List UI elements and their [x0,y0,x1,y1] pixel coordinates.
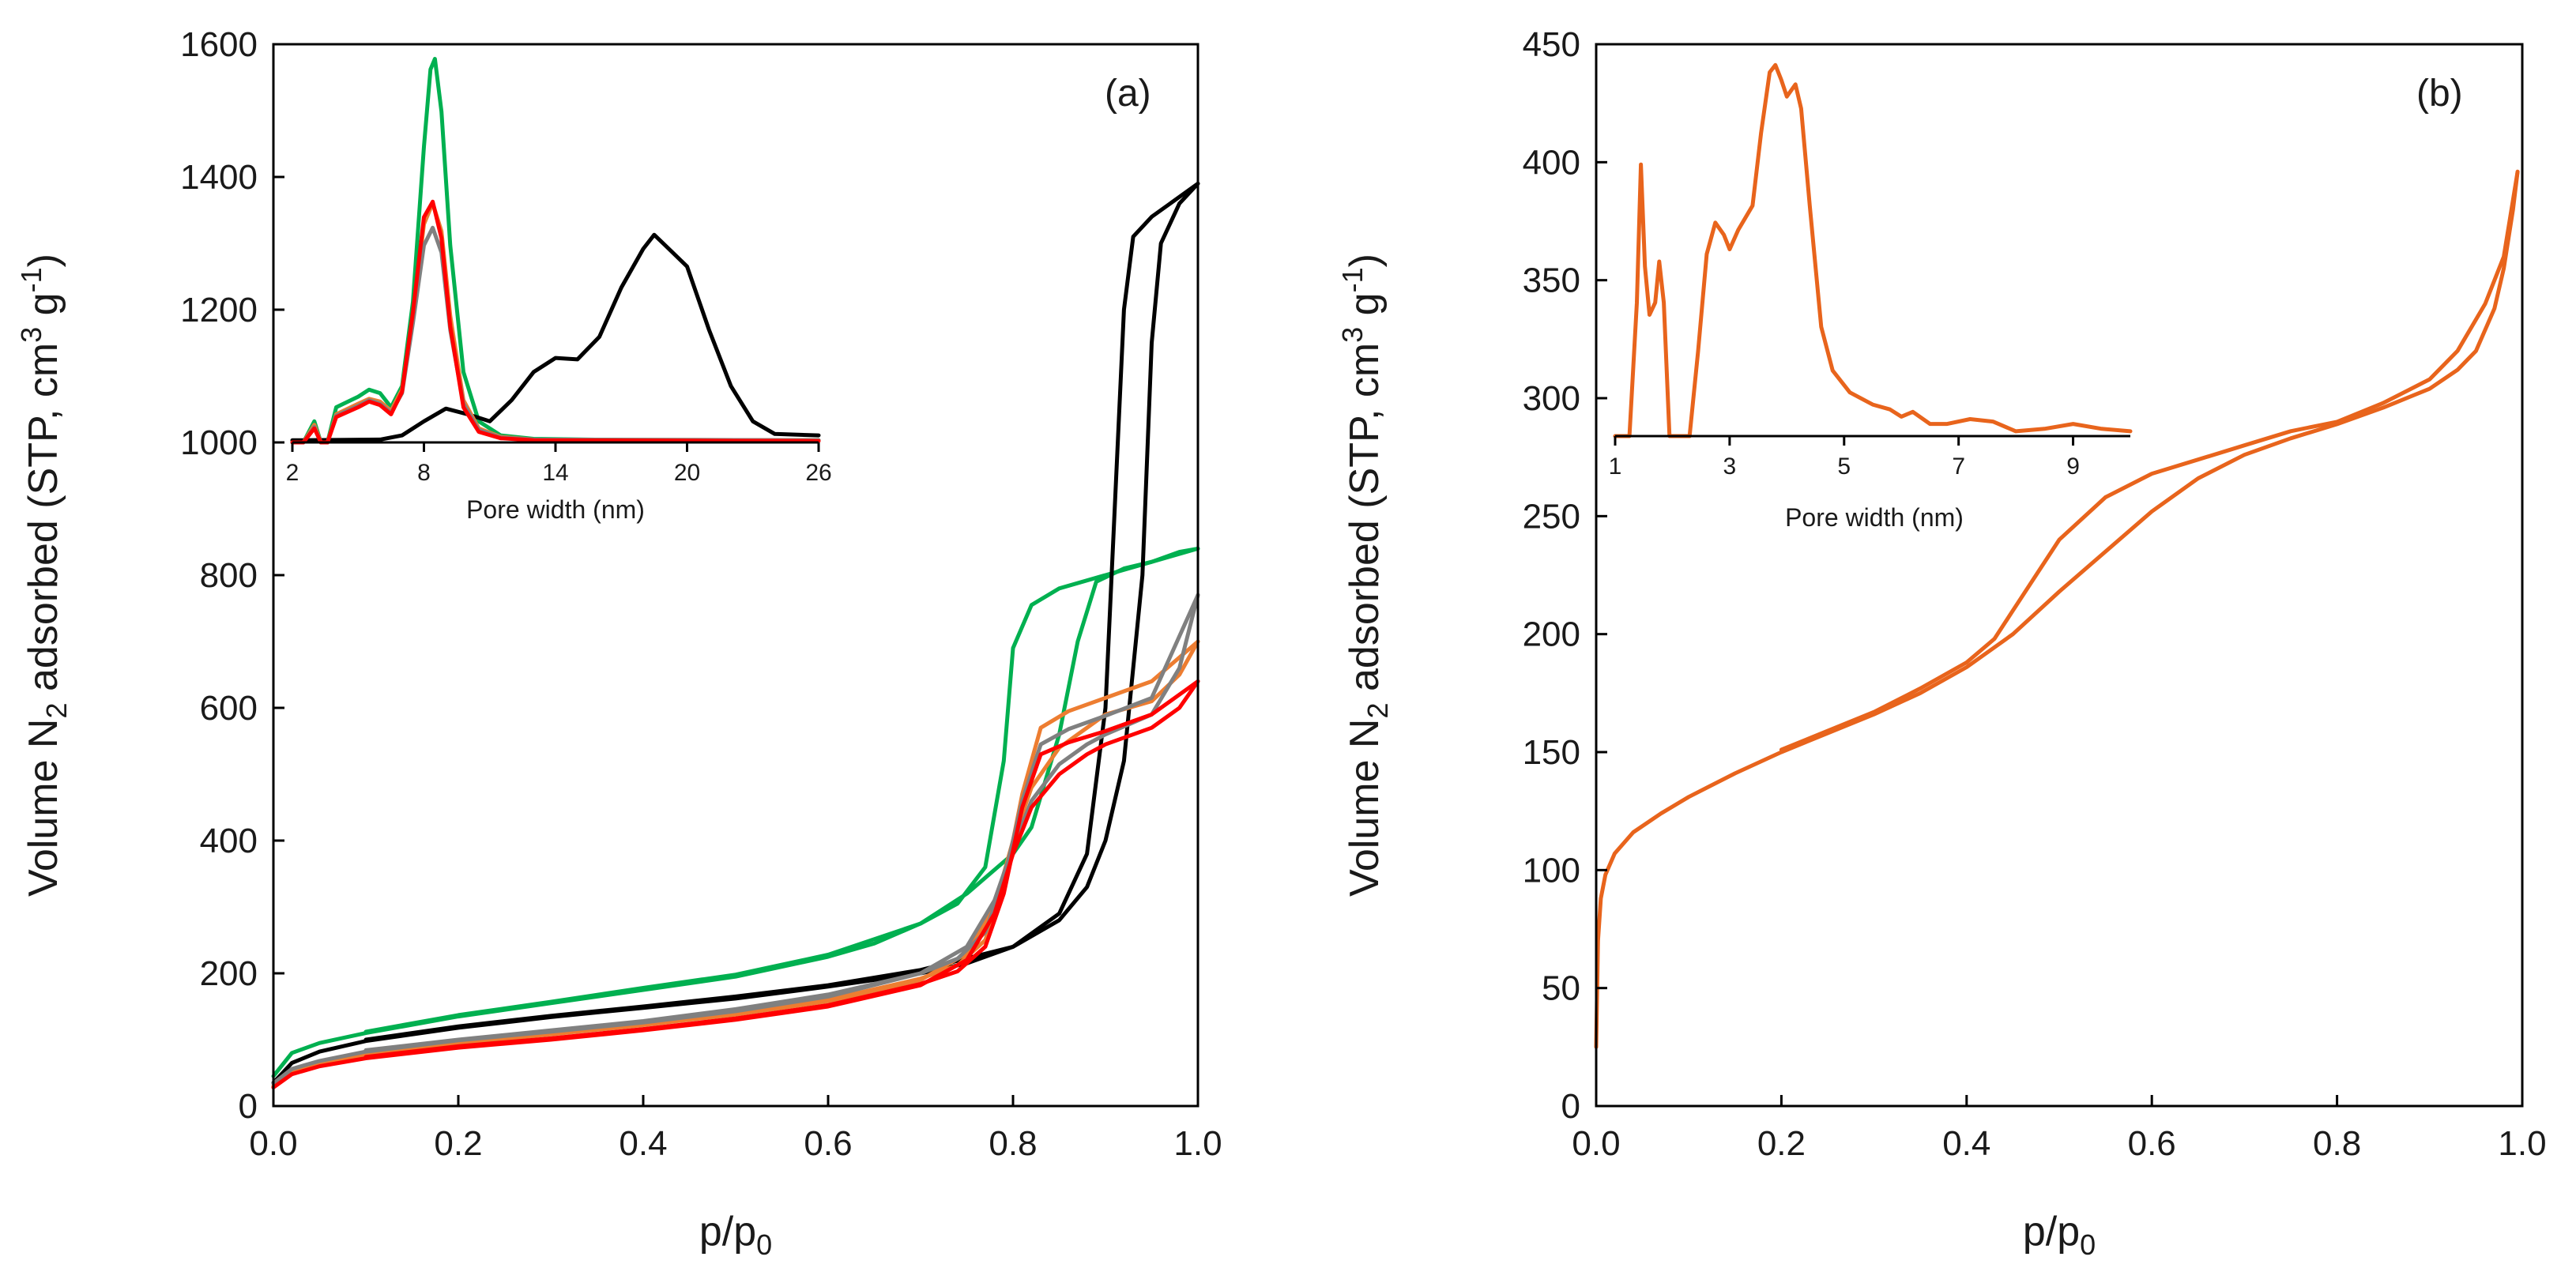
panel-b-y-tick-label-5: 250 [1523,497,1580,536]
panel-b-x-tick-label-1: 0.2 [1757,1124,1806,1163]
panel-b-inset-x-tick-label-2: 5 [1837,453,1851,480]
panel-b-inset-x-axis-title: Pore width (nm) [1785,503,1964,532]
panel-a-series-0-desorption-line [363,546,1200,1034]
panel-b-inset-background [1617,55,2132,436]
panel-b-y-tick-label-3: 150 [1523,733,1580,772]
panel-b-curves [1594,169,2520,1049]
panel-a-y-tick-label-0: 0 [239,1087,258,1126]
panel-a-x-axis-title: p/p0 [699,1209,772,1261]
panel-b-x-axis-title: p/p0 [2023,1209,2096,1261]
panel-a-label: (a) [1105,73,1151,115]
panel-b-y-tick-label-4: 200 [1523,615,1580,654]
panel-a-y-axis-title: Volume N2 adsorbed (STP, cm3 g-1) [15,254,73,897]
panel-a-y-tick-label-3: 600 [200,689,258,728]
panel-a-y-tick-label-6: 1200 [180,291,258,329]
panel-a-inset-x-tick-label-3: 20 [674,460,700,486]
panel-b-x-tick-label-0: 0.0 [1572,1124,1620,1163]
panel-a-inset-x-tick-label-0: 2 [286,460,299,486]
panel-a-x-tick-label-0: 0.0 [249,1124,297,1163]
panel-a-y-tick-label-4: 800 [200,556,258,595]
panel-b-y-tick-label-2: 100 [1523,851,1580,890]
panel-b-x-tick-label-5: 1.0 [2498,1124,2546,1163]
panel-a-series-1-desorption-line [363,181,1200,1042]
panel-a-x-tick-label-5: 1.0 [1173,1124,1222,1163]
panel-b-series-0-desorption-line [1779,169,2520,752]
panel-b-y-tick-label-1: 50 [1542,969,1580,1008]
panel-a-ticks: 0.0 0.2 0.4 0.6 0.8 1.0 0 200 400 600 800 1000 1200 1… [180,25,1222,1163]
panel-b-x-tick-label-2: 0.4 [1942,1124,1990,1163]
panel-b-inset-ticks: 1 3 5 7 9 [1609,436,2080,480]
panel-a-x-tick-label-4: 0.8 [989,1124,1037,1163]
panel-b: 0.0 0.2 0.4 0.6 0.8 1.0 0 50 100 150 200 250 300 350 4… [1336,25,2547,1261]
panel-b-ticks: 0.0 0.2 0.4 0.6 0.8 1.0 0 50 100 150 200 250 300 350 4… [1523,25,2547,1163]
panel-b-label: (b) [2416,73,2463,115]
panel-b-frame [1595,43,2524,1108]
panel-b-inset-series-0-line [1613,62,2133,438]
panel-b-y-tick-label-9: 450 [1523,25,1580,64]
panel-b-inset-x-tick-label-4: 9 [2066,453,2080,480]
panel-a-y-tick-label-8: 1600 [180,25,258,64]
panel-a-x-tick-label-1: 0.2 [434,1124,482,1163]
panel-a-curves [271,181,1200,1089]
panel-b-inset-x-tick-label-3: 7 [1952,453,1965,480]
panel-a-inset-x-tick-label-1: 8 [417,460,431,486]
panel-b-x-tick-label-3: 0.6 [2128,1124,2176,1163]
panel-a-y-tick-label-7: 1400 [180,158,258,197]
panel-b-x-tick-label-4: 0.8 [2313,1124,2361,1163]
panel-a-x-tick-label-3: 0.6 [804,1124,852,1163]
panel-b-y-tick-label-0: 0 [1561,1087,1580,1126]
panel-a-inset-x-axis-title: Pore width (nm) [466,495,645,524]
panel-b-y-tick-label-8: 400 [1523,143,1580,182]
panel-b-inset: 1 3 5 7 9 Pore width (nm) [1609,55,2133,532]
panel-a-inset: 2 8 14 20 26 Pore width (nm) [286,55,832,524]
panel-b-series-0-adsorption-line [1594,169,2520,1049]
panel-a-y-tick-label-1: 200 [200,954,258,993]
panel-b-y-axis-title: Volume N2 adsorbed (STP, cm3 g-1) [1336,254,1394,897]
panel-a-inset-ticks: 2 8 14 20 26 [286,442,832,486]
panel-a-y-tick-label-5: 1000 [180,423,258,462]
panel-a-inset-x-tick-label-4: 26 [805,460,831,486]
panel-a-inset-background [294,55,822,442]
panel-a-x-tick-label-2: 0.4 [619,1124,667,1163]
panel-a-y-tick-label-2: 400 [200,822,258,860]
panel-a-series-4-desorption-line [363,679,1200,1059]
panel-a-inset-x-tick-label-2: 14 [542,460,568,486]
panel-b-y-tick-label-7: 350 [1523,261,1580,300]
panel-a: 0.0 0.2 0.4 0.6 0.8 1.0 0 200 400 600 800 1000 1200 1… [15,25,1222,1261]
panel-b-inset-curves [1613,62,2133,438]
panel-a-inset-series-1-line [290,232,821,442]
panel-a-series-3-desorption-line [363,593,1200,1052]
panel-b-y-tick-label-6: 300 [1523,379,1580,418]
panel-b-inset-x-tick-label-1: 3 [1723,453,1737,480]
panel-b-inset-x-tick-label-0: 1 [1609,453,1622,480]
